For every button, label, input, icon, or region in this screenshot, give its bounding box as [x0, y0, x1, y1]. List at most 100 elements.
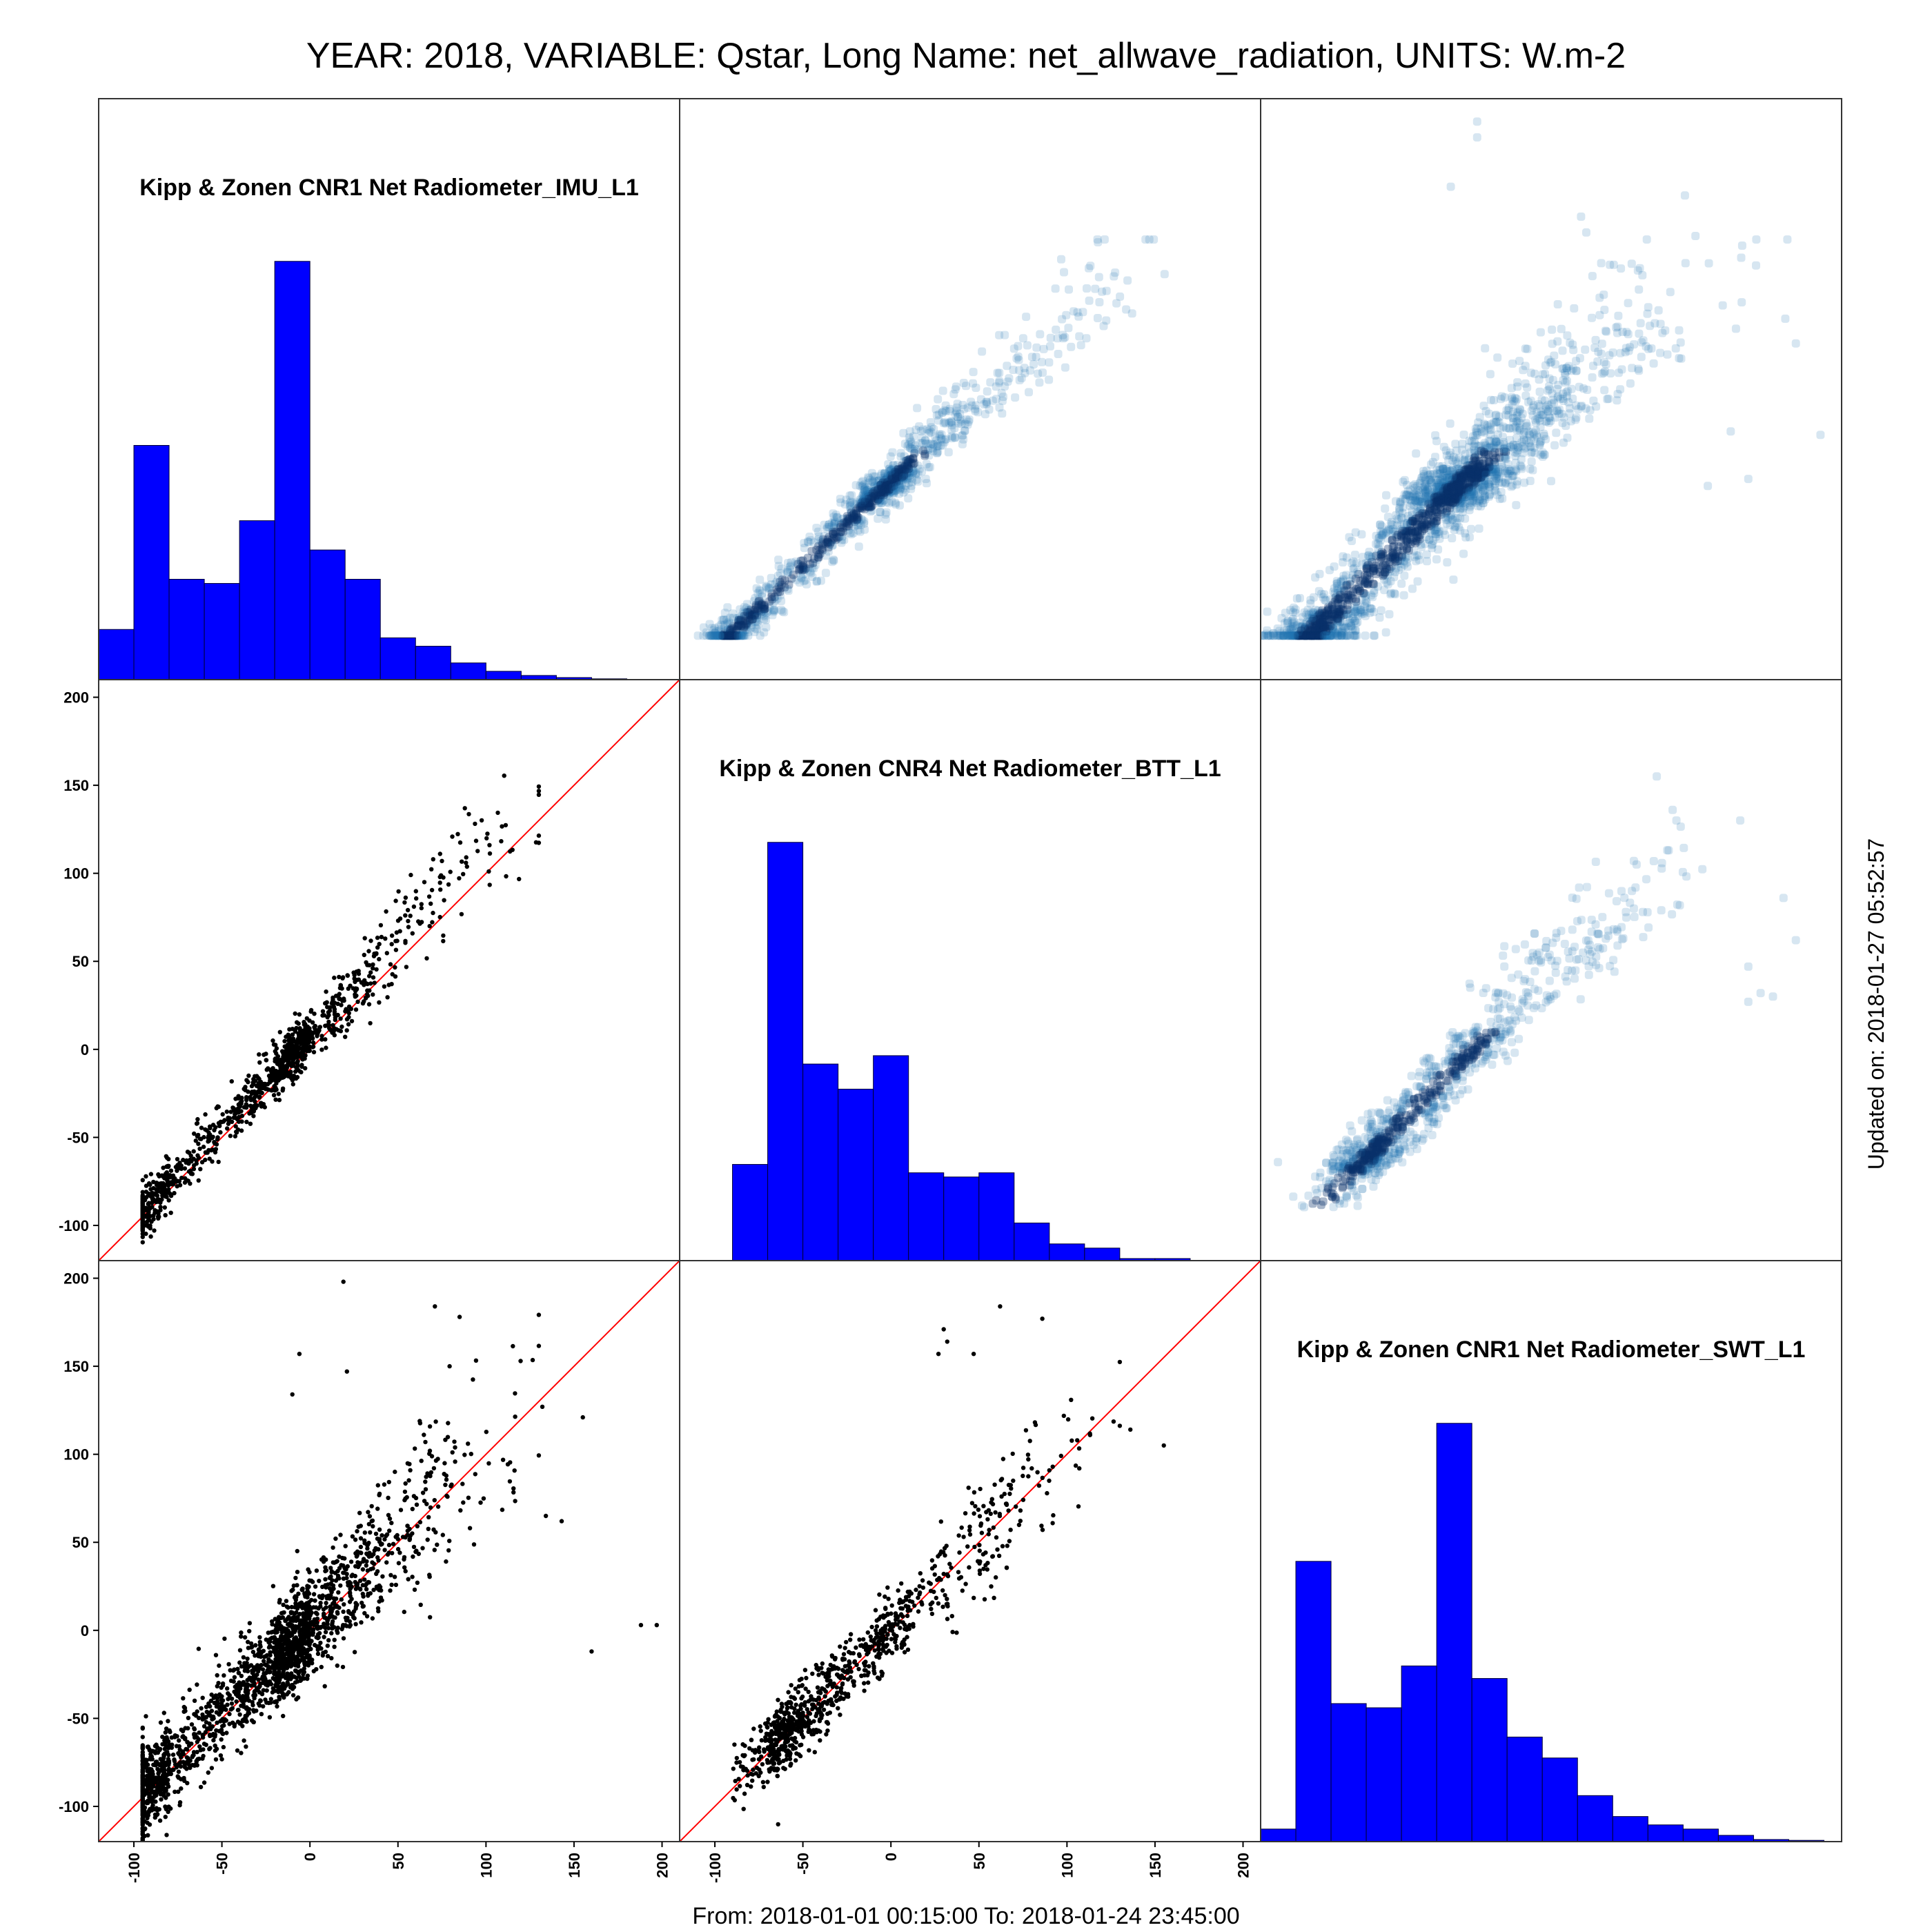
scatter-point: [408, 1468, 413, 1472]
scatter-point: [393, 1469, 397, 1475]
scatter-point: [213, 1125, 218, 1130]
density-point: [737, 620, 746, 629]
scatter-point: [262, 1654, 267, 1659]
scatter-point: [153, 1763, 158, 1768]
scatter-point: [428, 1505, 433, 1510]
scatter-point: [246, 1698, 252, 1703]
scatter-point: [299, 1652, 304, 1657]
density-point: [905, 427, 914, 436]
scatter-point: [417, 921, 422, 926]
scatter-point: [191, 1149, 196, 1154]
scatter-point: [215, 1135, 220, 1140]
density-point: [969, 368, 978, 377]
scatter-point: [388, 1588, 393, 1593]
scatter-point: [423, 1439, 428, 1445]
scatter-point: [356, 969, 361, 974]
density-point: [786, 565, 794, 574]
scatter-point: [268, 1068, 273, 1074]
scatter-point: [512, 1468, 517, 1473]
scatter-point: [268, 1653, 273, 1658]
scatter-point: [257, 1060, 262, 1065]
scatter-point: [335, 1568, 340, 1574]
scatter-point: [292, 1595, 297, 1600]
scatter-point: [175, 1184, 179, 1189]
scatter-point: [371, 975, 376, 980]
scatter-point: [270, 1584, 276, 1588]
density-point: [914, 470, 923, 479]
scatter-point: [425, 1537, 430, 1542]
histogram-bar: [1366, 1707, 1402, 1842]
scatter-point: [353, 1007, 359, 1012]
density-point: [777, 564, 786, 573]
density-point: [1145, 235, 1154, 244]
scatter-point: [473, 821, 477, 827]
scatter-point: [394, 930, 400, 935]
density-point: [1085, 296, 1094, 305]
scatter-point: [277, 1029, 282, 1035]
density-point: [1597, 339, 1606, 348]
scatter-point: [363, 995, 368, 1000]
scatter-point: [245, 1682, 250, 1687]
scatter-point: [201, 1716, 206, 1721]
scatter-point: [267, 1679, 273, 1684]
scatter-point: [444, 1559, 448, 1564]
scatter-point: [367, 963, 372, 968]
scatter-point: [306, 1033, 310, 1038]
scatter-point: [270, 1038, 275, 1043]
histogram-bar: [133, 445, 170, 680]
density-point: [995, 368, 1004, 377]
scatter-point: [239, 1128, 244, 1133]
scatter-point: [242, 1105, 247, 1110]
scatter-point: [305, 1024, 310, 1029]
histogram-bar: [1471, 1678, 1508, 1842]
density-point: [801, 575, 810, 584]
scatter-point: [270, 1635, 275, 1640]
scatter-point: [304, 1650, 310, 1655]
scatter-point: [277, 1600, 282, 1605]
density-point: [958, 431, 967, 440]
scatter-point: [146, 1833, 150, 1837]
scatter-point: [408, 872, 413, 878]
scatter-point: [266, 1664, 271, 1669]
scatter-point: [458, 1508, 463, 1513]
histogram-bar: [1541, 1757, 1578, 1842]
scatter-point: [371, 966, 375, 971]
scatter-point: [487, 851, 493, 856]
scatter-point: [397, 1550, 402, 1555]
scatter-point: [240, 1694, 246, 1699]
scatter-point: [140, 1817, 145, 1822]
scatter-point: [155, 1197, 161, 1203]
scatter-point: [323, 1577, 328, 1581]
scatter-point: [234, 1699, 239, 1704]
scatter-point: [206, 1139, 210, 1144]
scatter-point: [280, 1691, 285, 1696]
figure-title: YEAR: 2018, VARIABLE: Qstar, Long Name: …: [306, 36, 1626, 76]
scatter-point: [327, 1025, 332, 1031]
scatter-point: [243, 1087, 248, 1093]
scatter-point: [405, 1524, 410, 1528]
scatter-point: [349, 1018, 355, 1024]
scatter-point: [152, 1228, 157, 1233]
scatter-point: [424, 1501, 429, 1506]
density-point: [829, 555, 838, 564]
scatter-point: [267, 1715, 273, 1719]
density-point: [992, 382, 1000, 391]
scatter-point: [140, 1218, 145, 1223]
scatter-point: [227, 1711, 232, 1717]
scatter-point: [302, 1020, 306, 1025]
density-point: [894, 469, 903, 477]
scatter-point: [471, 1542, 477, 1547]
histogram-bar: [767, 842, 804, 1261]
scatter-point: [241, 1664, 247, 1669]
scatter-point: [298, 1054, 303, 1059]
scatter-point: [213, 1653, 219, 1657]
density-point: [918, 446, 927, 455]
scatter-point: [358, 1578, 363, 1584]
scatter-point: [331, 1586, 335, 1591]
scatter-point: [209, 1708, 215, 1713]
scatter-point: [411, 1554, 415, 1559]
scatter-point: [146, 1181, 152, 1186]
density-point: [1045, 375, 1054, 384]
scatter-point: [340, 998, 345, 1003]
scatter-point: [337, 974, 342, 980]
